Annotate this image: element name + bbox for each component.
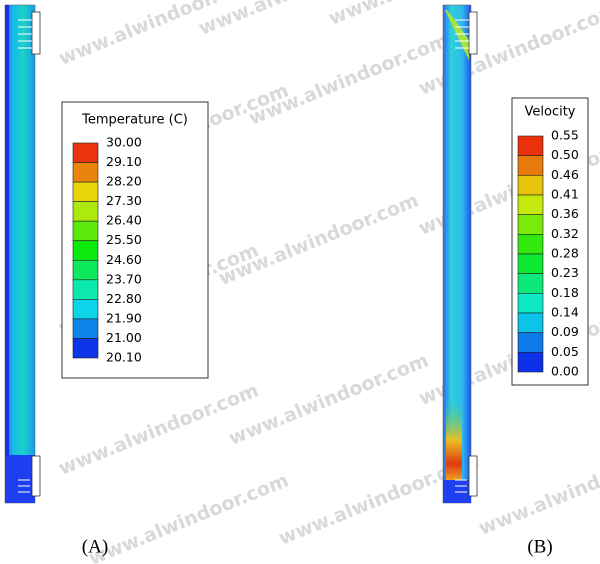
legend-swatch — [517, 312, 544, 333]
legend-swatch — [72, 181, 99, 202]
legend-swatch — [72, 220, 99, 242]
legend-label: 0.28 — [551, 246, 579, 261]
legend-swatch — [72, 299, 99, 320]
legend-swatch — [517, 253, 544, 274]
legend-swatch — [72, 338, 99, 359]
legend-label: 24.60 — [106, 252, 142, 267]
legend-swatch — [517, 273, 544, 294]
watermark: www.alwindoor.com — [326, 0, 532, 30]
panel-caption: (B) — [527, 536, 552, 557]
legend-swatch — [517, 214, 544, 235]
legend-label: 0.18 — [551, 285, 579, 300]
legend-swatch — [517, 135, 544, 156]
temperature-contour — [4, 4, 41, 504]
legend-swatch — [517, 194, 544, 215]
legend-swatch — [72, 318, 99, 339]
watermark: www.alwindoor.com — [86, 469, 292, 564]
legend-label: 21.90 — [106, 310, 142, 325]
legend-label: 0.36 — [551, 206, 579, 221]
legend-label: 25.50 — [106, 232, 142, 247]
legend-label: 0.32 — [551, 226, 579, 241]
legend-swatch — [517, 293, 544, 314]
legend-swatch — [517, 352, 544, 373]
legend-label: 22.80 — [106, 291, 142, 306]
legend-swatch — [517, 155, 544, 176]
legend-label: 0.14 — [551, 305, 579, 320]
legend-swatch — [517, 234, 544, 255]
legend-label: 0.00 — [551, 364, 579, 379]
legend-title: Velocity — [525, 105, 576, 120]
legend-swatch — [517, 332, 544, 353]
legend-swatch — [72, 259, 99, 281]
legend-title: Temperature (C) — [81, 113, 188, 128]
legend-swatch — [72, 279, 99, 300]
legend-swatch — [72, 162, 99, 183]
legend-label: 0.41 — [551, 187, 579, 202]
legend-label: 29.10 — [106, 154, 142, 169]
legend-label: 23.70 — [106, 271, 142, 286]
legend-label: 21.00 — [106, 330, 142, 345]
legend-swatch — [517, 175, 544, 196]
legend-label: 0.09 — [551, 324, 579, 339]
legend-swatch — [72, 201, 99, 222]
legend-swatch — [72, 240, 99, 261]
legend-label: 26.40 — [106, 213, 142, 228]
panel-caption: (A) — [82, 536, 108, 557]
legend-label: 0.23 — [551, 265, 579, 280]
watermark: www.alwindoor.com — [216, 189, 422, 289]
legend-label: 0.46 — [551, 167, 579, 182]
legend-swatch — [72, 142, 99, 163]
legend-label: 0.55 — [551, 128, 579, 143]
legend-label: 0.50 — [551, 147, 579, 162]
legend-label: 0.05 — [551, 344, 579, 359]
legend-label: 27.30 — [106, 193, 142, 208]
watermark: www.alwindoor.com — [476, 439, 600, 539]
legend-label: 28.20 — [106, 174, 142, 189]
velocity-contour — [442, 4, 478, 504]
legend-label: 20.10 — [106, 350, 142, 365]
legends: Temperature (C) 30.00 29.10 28.20 27.30 26.40… — [61, 97, 589, 557]
legend-label: 30.00 — [106, 135, 142, 150]
